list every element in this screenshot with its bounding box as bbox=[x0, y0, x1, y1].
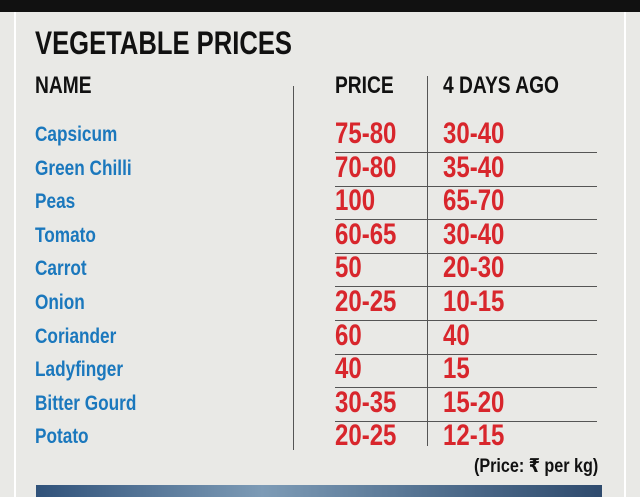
price: 40 bbox=[335, 352, 362, 386]
column-header: NAME bbox=[35, 72, 92, 99]
price: 20-25 bbox=[335, 419, 397, 453]
price: 20-25 bbox=[335, 285, 397, 318]
vegetable-name: Green Chilli bbox=[35, 156, 132, 180]
row-rule bbox=[335, 320, 597, 321]
row-rule bbox=[335, 286, 597, 288]
footnote: (Price: ₹ per kg) bbox=[473, 456, 598, 477]
row-rule bbox=[335, 152, 597, 153]
price: 10-15 bbox=[443, 285, 505, 318]
frame bbox=[14, 12, 626, 497]
divider bbox=[293, 86, 294, 450]
vegetable-name: Ladyfinger bbox=[35, 358, 124, 382]
price: 75-80 bbox=[335, 117, 397, 150]
vegetable-name: Coriander bbox=[35, 324, 117, 348]
column-header: PRICE bbox=[335, 72, 394, 99]
price: 35-40 bbox=[443, 150, 505, 184]
vegetable-name: Carrot bbox=[35, 257, 87, 281]
vegetable-name: Peas bbox=[35, 190, 76, 214]
column-header: 4 DAYS AGO bbox=[443, 72, 559, 99]
row-rule bbox=[335, 420, 597, 422]
vegetable-name: Capsicum bbox=[35, 123, 118, 146]
row-rule bbox=[335, 252, 597, 254]
row-rule bbox=[335, 219, 597, 221]
price: 60 bbox=[335, 318, 362, 352]
price: 60-65 bbox=[335, 217, 397, 251]
vegetable-name: Bitter Gourd bbox=[35, 391, 137, 415]
price: 20-30 bbox=[443, 251, 505, 285]
vegetable-name: Potato bbox=[35, 425, 89, 449]
top-bar bbox=[0, 0, 640, 12]
price: 12-15 bbox=[443, 419, 505, 453]
price: 30-40 bbox=[443, 217, 505, 251]
title: VEGETABLE PRICES bbox=[35, 25, 292, 61]
vegetable-name: Onion bbox=[35, 291, 85, 314]
divider bbox=[427, 76, 428, 446]
price: 30-35 bbox=[335, 385, 397, 419]
price: 70-80 bbox=[335, 150, 397, 184]
price: 100 bbox=[335, 184, 376, 218]
row-rule bbox=[335, 387, 597, 389]
row-rule bbox=[335, 353, 597, 355]
price: 15 bbox=[443, 352, 470, 386]
vegetable-name: Tomato bbox=[35, 223, 96, 247]
row-rule bbox=[335, 185, 597, 187]
price: 50 bbox=[335, 251, 362, 285]
price: 15-20 bbox=[443, 385, 505, 419]
price: 65-70 bbox=[443, 184, 505, 218]
photo-strip bbox=[36, 485, 602, 497]
price: 40 bbox=[443, 318, 470, 352]
price: 30-40 bbox=[443, 117, 505, 150]
